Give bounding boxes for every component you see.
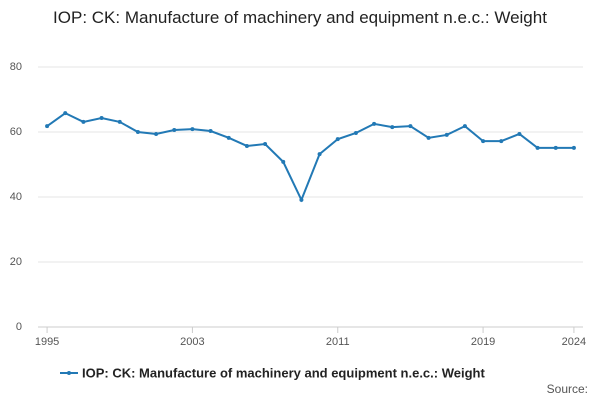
x-tick-label: 2019 (471, 336, 495, 348)
point (390, 125, 395, 130)
y-tick-label: 0 (16, 321, 22, 333)
y-tick-label: 40 (10, 191, 22, 203)
x-tick-label: 2024 (562, 336, 586, 348)
point (263, 142, 268, 147)
point (571, 145, 576, 150)
point (353, 130, 358, 135)
point (444, 132, 449, 137)
chart-title: IOP: CK: Manufacture of machinery and eq… (53, 8, 547, 27)
point (81, 119, 86, 124)
point (499, 139, 504, 144)
legend-text: IOP: CK: Manufacture of machinery and eq… (82, 365, 485, 380)
x-tick-label: 1995 (35, 336, 59, 348)
point (135, 130, 140, 134)
point (517, 131, 522, 136)
x-tick-label: 2003 (180, 336, 204, 348)
point (172, 128, 177, 133)
point (45, 124, 50, 129)
point (208, 129, 213, 134)
legend-marker (67, 371, 71, 375)
point (462, 124, 467, 129)
point (190, 127, 195, 132)
point (244, 143, 249, 148)
point (99, 116, 104, 121)
point (372, 121, 377, 126)
point (335, 137, 340, 142)
point (317, 152, 322, 157)
point (63, 111, 68, 116)
point (299, 197, 304, 202)
point (226, 135, 231, 140)
x-tick-label: 2011 (326, 336, 350, 348)
point (535, 145, 540, 150)
y-tick-label: 80 (10, 61, 22, 73)
y-tick-label: 60 (10, 126, 22, 138)
point (408, 124, 413, 129)
point (481, 139, 486, 144)
y-tick-label: 20 (10, 256, 22, 268)
point (281, 159, 286, 164)
point (426, 135, 431, 140)
point (117, 119, 122, 124)
point (154, 131, 159, 136)
source: Source: (547, 382, 588, 396)
series-line (46, 111, 574, 203)
point (553, 145, 558, 150)
